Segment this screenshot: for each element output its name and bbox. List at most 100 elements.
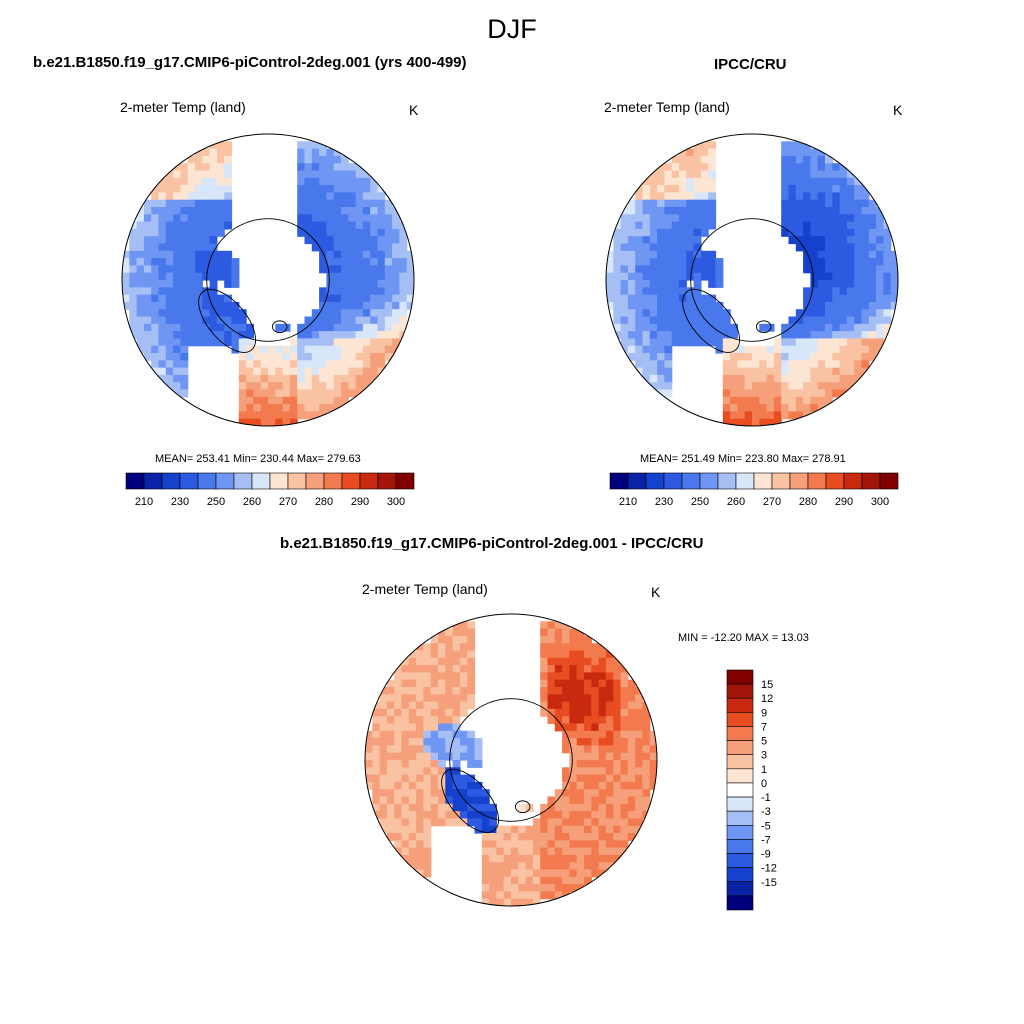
- map-cell: [686, 192, 695, 201]
- map-cell: [165, 236, 174, 245]
- map-cell: [890, 294, 898, 303]
- map-cell: [459, 672, 468, 681]
- map-cell: [348, 250, 357, 259]
- map-cell: [810, 287, 819, 296]
- map-cell: [569, 687, 578, 695]
- map-cell: [861, 294, 870, 303]
- map-cell: [355, 214, 364, 223]
- map-cell: [642, 345, 651, 354]
- map-cell: [832, 221, 841, 230]
- map-cell: [825, 280, 833, 288]
- map-cell: [700, 265, 709, 274]
- map-cell: [209, 207, 218, 215]
- map-cell: [333, 345, 342, 354]
- map-cell: [136, 228, 145, 237]
- colorbar-swatch: [609, 472, 629, 490]
- map-cell: [416, 862, 424, 871]
- map-cell: [576, 862, 585, 871]
- map-cell: [445, 767, 454, 776]
- map-cell: [730, 411, 738, 420]
- map-cell: [430, 657, 439, 666]
- map-cell: [238, 338, 247, 347]
- map-cell: [584, 774, 592, 783]
- map-cell: [143, 353, 152, 361]
- map-cell: [268, 374, 276, 383]
- map-cell: [423, 716, 432, 725]
- map-cell: [737, 418, 746, 426]
- map-cell: [613, 294, 622, 303]
- map-cell: [372, 781, 381, 790]
- map-cell: [540, 628, 549, 637]
- map-cell: [423, 643, 432, 652]
- map-cell: [326, 323, 335, 332]
- map-cell: [861, 272, 870, 281]
- map-cell: [671, 192, 680, 201]
- map-cell: [613, 723, 622, 732]
- map-cell: [268, 418, 276, 426]
- map-cell: [649, 730, 657, 739]
- map-cell: [268, 367, 276, 376]
- map-cell: [627, 236, 636, 245]
- map-cell: [143, 316, 152, 325]
- map-cell: [180, 345, 189, 354]
- map-cell: [370, 331, 379, 339]
- map-cell: [686, 214, 695, 223]
- map-cell: [297, 185, 306, 193]
- map-cell: [202, 177, 211, 186]
- map-cell: [686, 228, 695, 237]
- map-cell: [788, 353, 797, 361]
- map-cell: [341, 367, 349, 376]
- map-cell: [326, 163, 335, 172]
- map-cell: [430, 665, 439, 673]
- map-cell: [722, 389, 731, 398]
- map-cell: [231, 258, 240, 266]
- map-cell: [839, 221, 848, 230]
- map-cell: [474, 803, 483, 812]
- map-cell: [854, 280, 863, 288]
- map-cell: [562, 876, 570, 885]
- map-cell: [408, 657, 417, 666]
- map-cell: [890, 287, 898, 296]
- map-cell: [297, 163, 306, 172]
- map-cell: [173, 207, 181, 215]
- map-cell: [715, 323, 724, 332]
- map-cell: [319, 214, 327, 223]
- map-cell: [406, 301, 414, 310]
- map-cell: [795, 367, 804, 376]
- map-cell: [481, 891, 490, 900]
- map-cell: [649, 331, 658, 339]
- map-cell: [554, 796, 563, 805]
- map-cell: [231, 338, 240, 347]
- map-cell: [649, 221, 658, 230]
- map-cell: [657, 163, 665, 172]
- map-cell: [406, 258, 414, 266]
- map-cell: [664, 287, 673, 296]
- map-cell: [341, 177, 349, 186]
- map-cell: [304, 214, 313, 223]
- map-cell: [715, 301, 724, 310]
- map-cell: [474, 789, 483, 798]
- map-cell: [275, 360, 284, 369]
- map-cell: [825, 265, 833, 274]
- map-cell: [333, 301, 342, 310]
- map-cell: [311, 316, 320, 325]
- map-cell: [649, 207, 658, 215]
- map-cell: [598, 833, 607, 841]
- map-cell: [348, 214, 357, 223]
- map-cell: [620, 250, 629, 259]
- map-cell: [744, 382, 753, 391]
- map-cell: [532, 840, 541, 849]
- map-cell: [355, 353, 364, 361]
- map-cell: [635, 716, 643, 725]
- map-cell: [825, 353, 833, 361]
- map-cell: [224, 177, 233, 186]
- map-cell: [311, 411, 320, 420]
- map-cell: [642, 258, 651, 266]
- map-cell: [408, 730, 417, 739]
- map-cell: [562, 635, 570, 644]
- colorbar-swatch: [663, 472, 683, 490]
- map-cell: [370, 258, 379, 266]
- map-cell: [348, 272, 357, 281]
- map-cell: [202, 323, 211, 332]
- model-variable-label: 2-meter Temp (land): [120, 99, 246, 115]
